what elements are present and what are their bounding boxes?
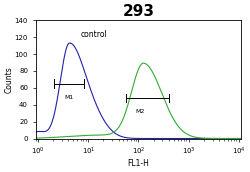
Title: 293: 293 — [122, 4, 154, 19]
Text: M2: M2 — [135, 109, 144, 114]
Text: M1: M1 — [65, 95, 74, 100]
X-axis label: FL1-H: FL1-H — [128, 159, 150, 168]
Y-axis label: Counts: Counts — [4, 66, 13, 93]
Text: control: control — [81, 30, 108, 39]
